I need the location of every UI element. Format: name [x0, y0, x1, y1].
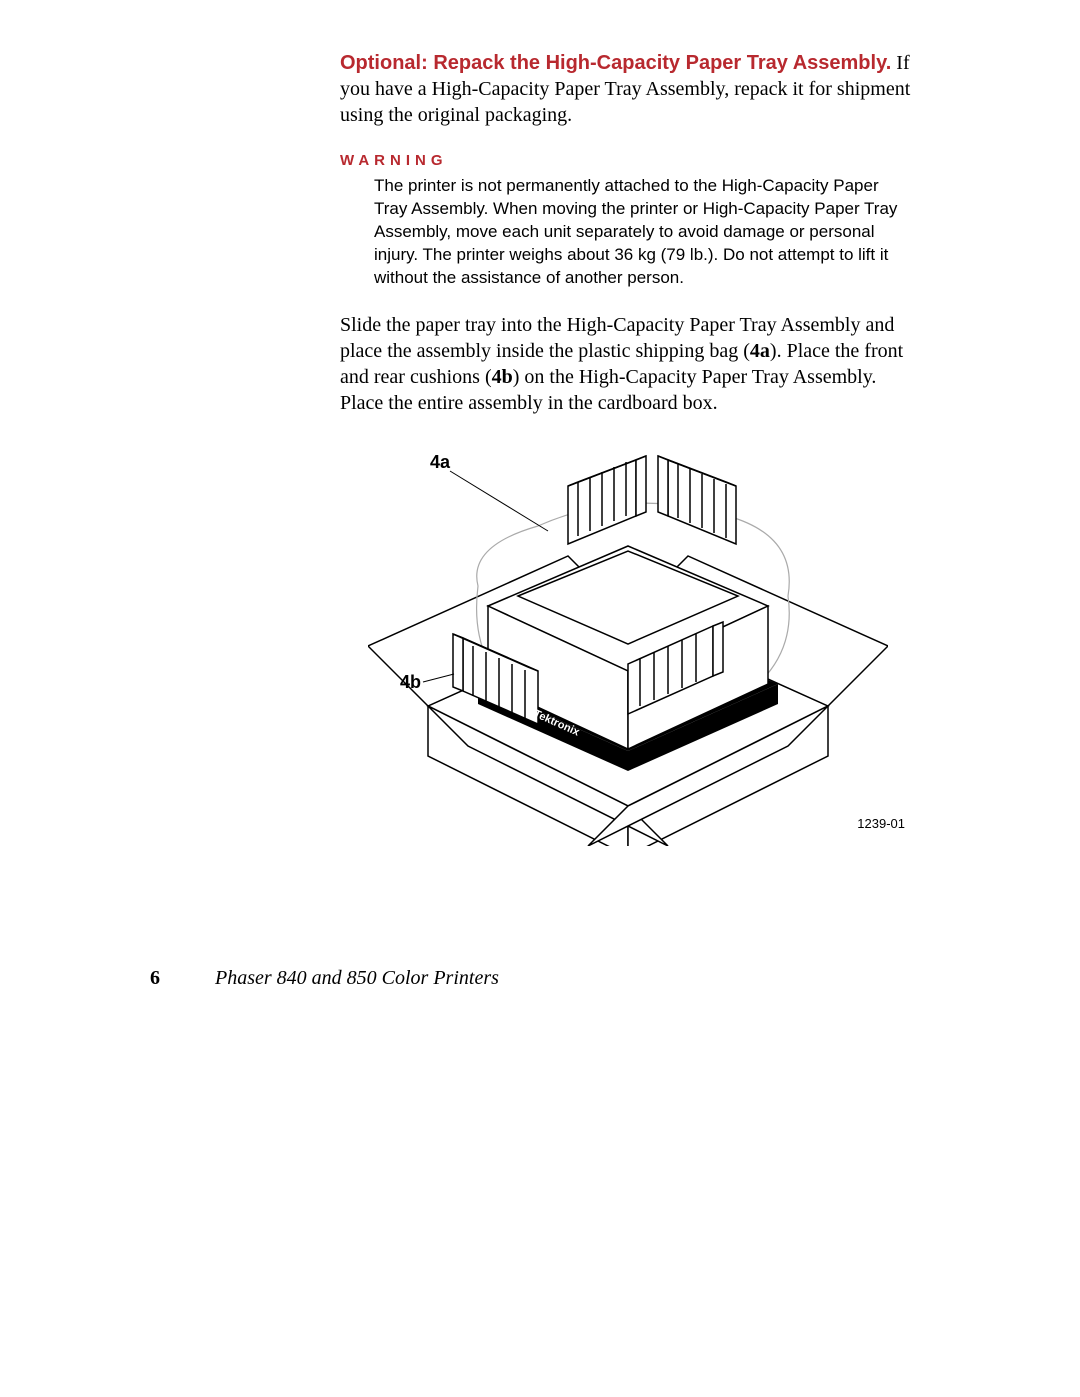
packing-diagram: Tektronix 4a 4b [368, 446, 888, 846]
warning-text: The printer is not permanently attached … [374, 175, 915, 290]
figure: Tektronix 4a 4b 1239-01 [340, 446, 915, 851]
page-footer: 6 Phaser 840 and 850 Color Printers [150, 967, 499, 990]
warning-block: WARNING The printer is not permanently a… [340, 152, 915, 290]
intro-lead: Optional: Repack the High-Capacity Paper… [340, 52, 891, 74]
doc-title: Phaser 840 and 850 Color Printers [215, 967, 499, 989]
ref-4a: 4a [750, 340, 770, 362]
body-paragraph: Slide the paper tray into the High-Capac… [340, 312, 915, 416]
page-number: 6 [150, 967, 160, 989]
figure-label-4b: 4b [400, 672, 421, 692]
figure-label-4a: 4a [430, 452, 451, 472]
ref-4b: 4b [492, 366, 513, 388]
figure-number: 1239-01 [857, 816, 905, 831]
warning-label: WARNING [340, 152, 915, 169]
intro-paragraph: Optional: Repack the High-Capacity Paper… [340, 50, 915, 128]
